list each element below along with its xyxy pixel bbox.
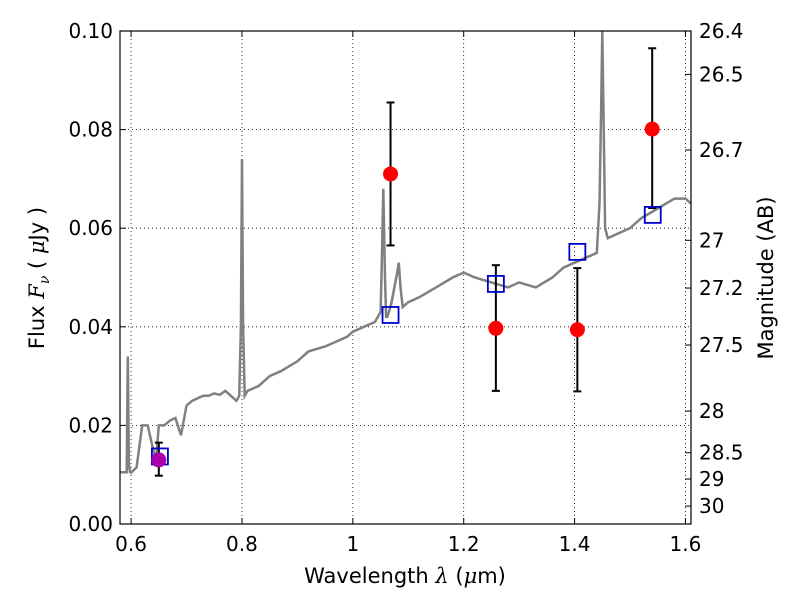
y-tick-label: 0.04 — [68, 315, 113, 339]
spectrum-line — [120, 31, 691, 475]
magnitude-tick-label: 30 — [699, 494, 724, 518]
magnitude-tick-label: 26.4 — [699, 19, 744, 43]
y-tick-label: 0.00 — [68, 512, 113, 536]
x-axis-ticks: 0.6 0.8 1 1.2 1.4 1.6 — [115, 31, 701, 556]
x-tick-label: 1.6 — [670, 532, 702, 556]
y-axis-ticks: 0.00 0.02 0.04 0.06 0.08 0.10 — [68, 19, 126, 536]
x-tick-label: 1.4 — [559, 532, 591, 556]
model-point — [381, 306, 400, 324]
plot-area — [120, 31, 691, 477]
magnitude-tick-label: 26.7 — [699, 138, 744, 162]
magnitude-axis-ticks: 26.4 26.5 26.7 27 27.2 27.5 28 28.529 30 — [685, 19, 744, 518]
magnitude-tick-label: 28.5 — [699, 441, 744, 465]
magnitude-tick-label: 27.2 — [699, 276, 744, 300]
magnitude-axis-label: Magnitude (AB) — [754, 196, 778, 359]
model-point — [643, 205, 662, 224]
y-tick-label: 0.06 — [68, 216, 113, 240]
y-tick-label: 0.08 — [68, 118, 113, 142]
x-tick-label: 0.8 — [226, 532, 258, 556]
y-tick-label: 0.02 — [68, 413, 113, 437]
x-tick-label: 1.2 — [448, 532, 480, 556]
magnitude-tick-label: 27.5 — [699, 333, 744, 357]
plot-frame — [119, 30, 692, 525]
observed-point — [569, 322, 585, 338]
grid-lines — [120, 31, 691, 524]
model-point — [486, 275, 505, 293]
x-tick-label: 1 — [346, 532, 359, 556]
magnitude-tick-label: 27 — [699, 228, 724, 252]
observed-point — [151, 452, 167, 468]
x-tick-label: 0.6 — [115, 532, 147, 556]
magnitude-tick-label: 28 — [699, 399, 724, 423]
x-axis-label: Wavelength λ (μm) — [304, 564, 506, 588]
observed-point — [644, 121, 660, 137]
y-axis-label: Flux Fν ( μJy ) — [25, 207, 53, 349]
magnitude-tick-label: 26.5 — [699, 62, 744, 86]
y-tick-label: 0.10 — [68, 19, 113, 43]
model-point — [568, 242, 587, 261]
observed-point — [488, 320, 504, 336]
observed-point — [383, 166, 399, 182]
magnitude-tick-label: 29 — [699, 467, 724, 491]
